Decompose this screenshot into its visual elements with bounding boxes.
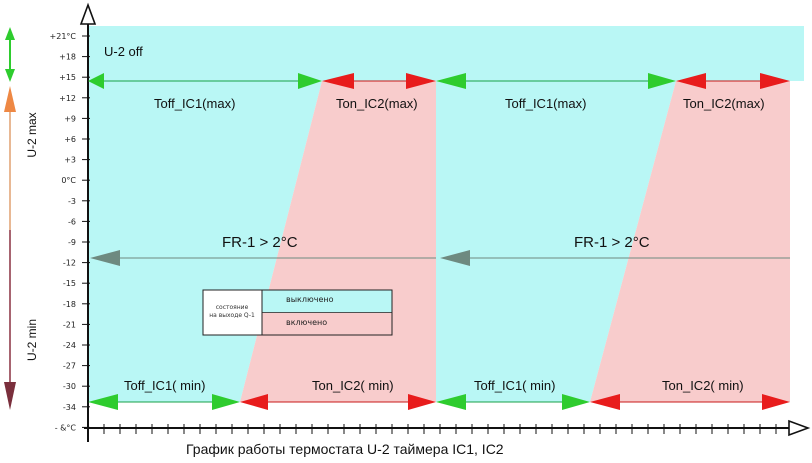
y-tick-label: -6 [68,217,76,226]
y-tick-label: -21 [63,320,76,329]
legend-caption-line2: на выходе Q-1 [209,312,255,319]
y-tick-label: -30 [63,382,76,391]
toff-ic1-max-arrow-2 [436,73,676,89]
legend-on-label: включено [286,318,327,327]
y-tick-label: -34 [63,403,76,412]
y-tick-label: -12 [63,259,76,268]
y-tick-label: +9 [64,114,76,123]
x-axis-ticks [103,424,777,434]
y-tick-label: +3 [64,156,76,165]
u2-range-arrow [4,86,16,410]
fr1-label-2: FR-1 > 2°C [574,234,650,251]
off-zone-period-2 [436,81,676,402]
legend-off-label: выключено [286,295,334,304]
off-zone-period-1 [88,81,322,402]
y-tick-label: 0°C [61,176,76,185]
legend-off-swatch [262,290,392,313]
ton-ic2-max-label-2: Ton_IC2(max) [683,96,765,111]
toff-ic1-min-label-1: Toff_IC1( min) [124,378,205,393]
diagram-caption: График работы термостата U-2 таймера IC1… [186,441,504,457]
toff-ic1-max-arrow-1 [88,73,322,89]
y-tick-label: +15 [59,73,76,82]
y-tick-label: -15 [63,279,76,288]
fr1-arrow-2 [440,250,790,266]
toff-ic1-max-label-2: Toff_IC1(max) [505,96,586,111]
legend-caption-line1: состояние [216,304,249,311]
x-axis-arrowhead [788,419,811,437]
ton-ic2-max-arrow-1 [322,73,436,89]
u2-off-zone [88,26,804,81]
y-tick-label: +6 [64,135,76,144]
toff-ic1-min-label-2: Toff_IC1( min) [474,378,555,393]
y-tick-label: -3 [68,197,76,206]
toff-ic1-max-label-1: Toff_IC1(max) [154,96,235,111]
y-axis-ticks: +21°C +18 +15 +12 +9 +6 +3 0°C -3 -6 -9 -12 -15 -18 -2… [50,32,90,432]
y-tick-label: +12 [59,94,76,103]
output-state-legend: состояние на выходе Q-1 выключено включе… [202,289,393,336]
ton-ic2-max-label-1: Ton_IC2(max) [336,96,418,111]
y-tick-label: -27 [63,362,76,371]
ton-ic2-min-label-1: Ton_IC2( min) [312,378,394,393]
u2-off-range-arrow [5,27,15,82]
y-tick-label: +21°C [50,32,77,41]
y-tick-label: -24 [63,341,76,350]
legend-on-swatch [262,312,392,335]
u2-max-label: U-2 max [25,112,39,157]
ton-ic2-max-arrow-2 [676,73,790,89]
y-tick-label: +18 [59,53,76,62]
toff-ic1-min-arrow-2 [436,394,590,410]
u2-off-label: U-2 off [104,44,143,59]
fr1-arrow-1 [90,250,436,266]
toff-ic1-min-arrow-1 [88,394,240,410]
y-tick-label: -18 [63,300,76,309]
ton-ic2-min-arrow-2 [590,394,790,410]
y-tick-label: -9 [68,238,76,247]
y-axis-arrowhead [79,2,97,25]
ton-ic2-min-label-2: Ton_IC2( min) [662,378,744,393]
u2-min-label: U-2 min [25,319,39,361]
ton-ic2-min-arrow-1 [240,394,436,410]
y-tick-label: - &°C [55,423,77,432]
on-zone-period-2 [590,81,790,402]
fr1-label-1: FR-1 > 2°C [222,234,298,251]
